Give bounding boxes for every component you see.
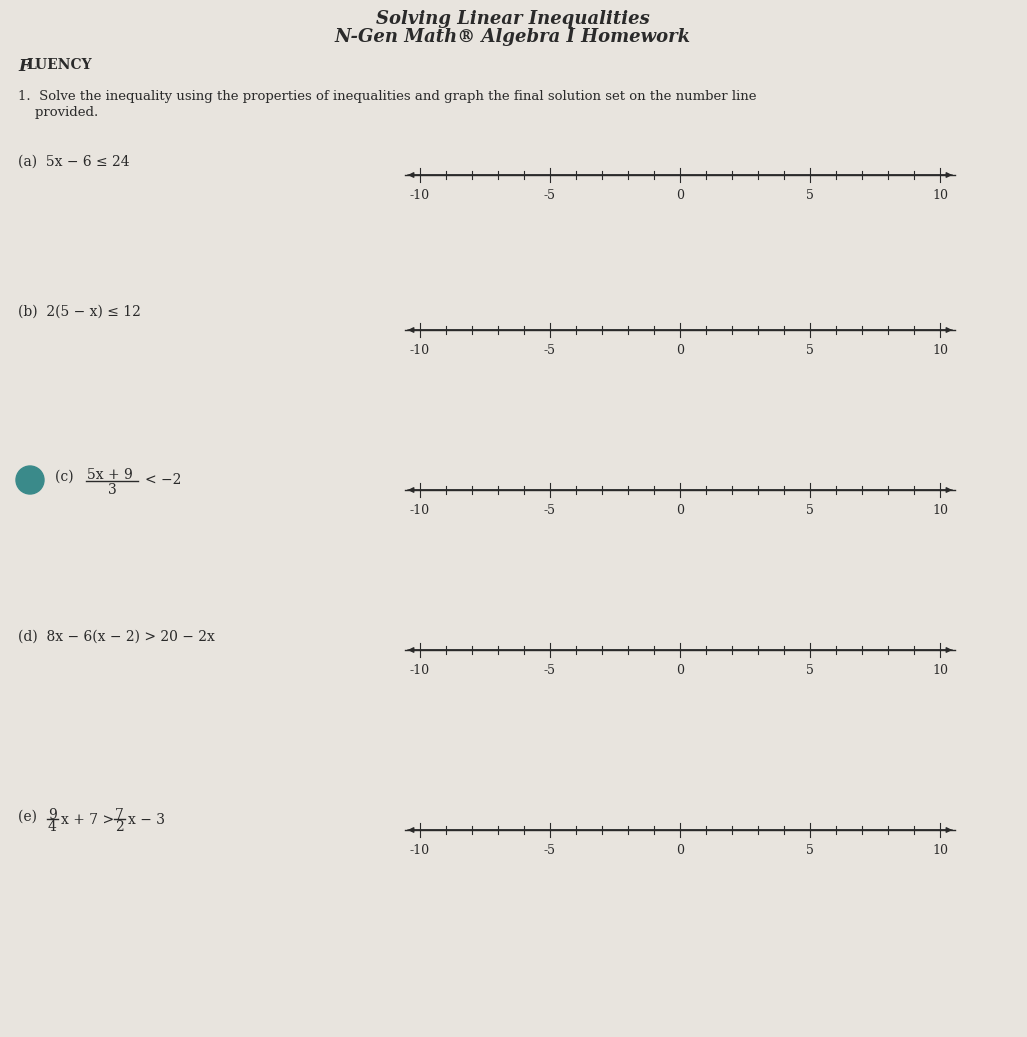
Text: -5: -5 (544, 189, 556, 202)
Text: F: F (18, 58, 30, 75)
Text: 10: 10 (931, 664, 948, 677)
Text: 5: 5 (806, 344, 814, 357)
Text: Solving Linear Inequalities: Solving Linear Inequalities (376, 10, 650, 28)
Text: 5: 5 (806, 504, 814, 517)
Text: 0: 0 (676, 664, 684, 677)
Text: 1.  Solve the inequality using the properties of inequalities and graph the fina: 1. Solve the inequality using the proper… (18, 90, 757, 103)
Text: 5x + 9: 5x + 9 (87, 468, 132, 482)
Text: x + 7 >: x + 7 > (61, 813, 114, 826)
Text: (a)  5x − 6 ≤ 24: (a) 5x − 6 ≤ 24 (18, 155, 129, 169)
Text: 9: 9 (48, 808, 56, 822)
Text: < −2: < −2 (145, 473, 182, 487)
Text: x − 3: x − 3 (128, 813, 165, 826)
Text: 5: 5 (806, 664, 814, 677)
Text: 0: 0 (676, 844, 684, 857)
Text: 5: 5 (806, 844, 814, 857)
Text: 3: 3 (108, 483, 117, 497)
Text: 4: 4 (48, 820, 56, 834)
Text: 0: 0 (676, 344, 684, 357)
Text: (e): (e) (18, 810, 46, 824)
Text: 2: 2 (115, 820, 123, 834)
Text: -10: -10 (410, 189, 430, 202)
Text: -10: -10 (410, 504, 430, 517)
Text: -10: -10 (410, 664, 430, 677)
Text: LUENCY: LUENCY (26, 58, 91, 72)
Text: -5: -5 (544, 844, 556, 857)
Text: provided.: provided. (18, 106, 99, 119)
Text: -5: -5 (544, 664, 556, 677)
Text: -5: -5 (544, 344, 556, 357)
Text: 7: 7 (115, 808, 124, 822)
Text: 0: 0 (676, 189, 684, 202)
Text: 5: 5 (806, 189, 814, 202)
Text: (c): (c) (55, 470, 82, 484)
Text: 10: 10 (931, 189, 948, 202)
Text: 0: 0 (676, 504, 684, 517)
Text: N-Gen Math® Algebra I Homework: N-Gen Math® Algebra I Homework (335, 28, 691, 46)
Text: -10: -10 (410, 344, 430, 357)
Text: 10: 10 (931, 344, 948, 357)
Text: -5: -5 (544, 504, 556, 517)
Text: (d)  8x − 6(x − 2) > 20 − 2x: (d) 8x − 6(x − 2) > 20 − 2x (18, 630, 215, 644)
Text: 10: 10 (931, 504, 948, 517)
Circle shape (16, 466, 44, 494)
Text: (b)  2(5 − x) ≤ 12: (b) 2(5 − x) ≤ 12 (18, 305, 141, 319)
Text: 10: 10 (931, 844, 948, 857)
Text: -10: -10 (410, 844, 430, 857)
